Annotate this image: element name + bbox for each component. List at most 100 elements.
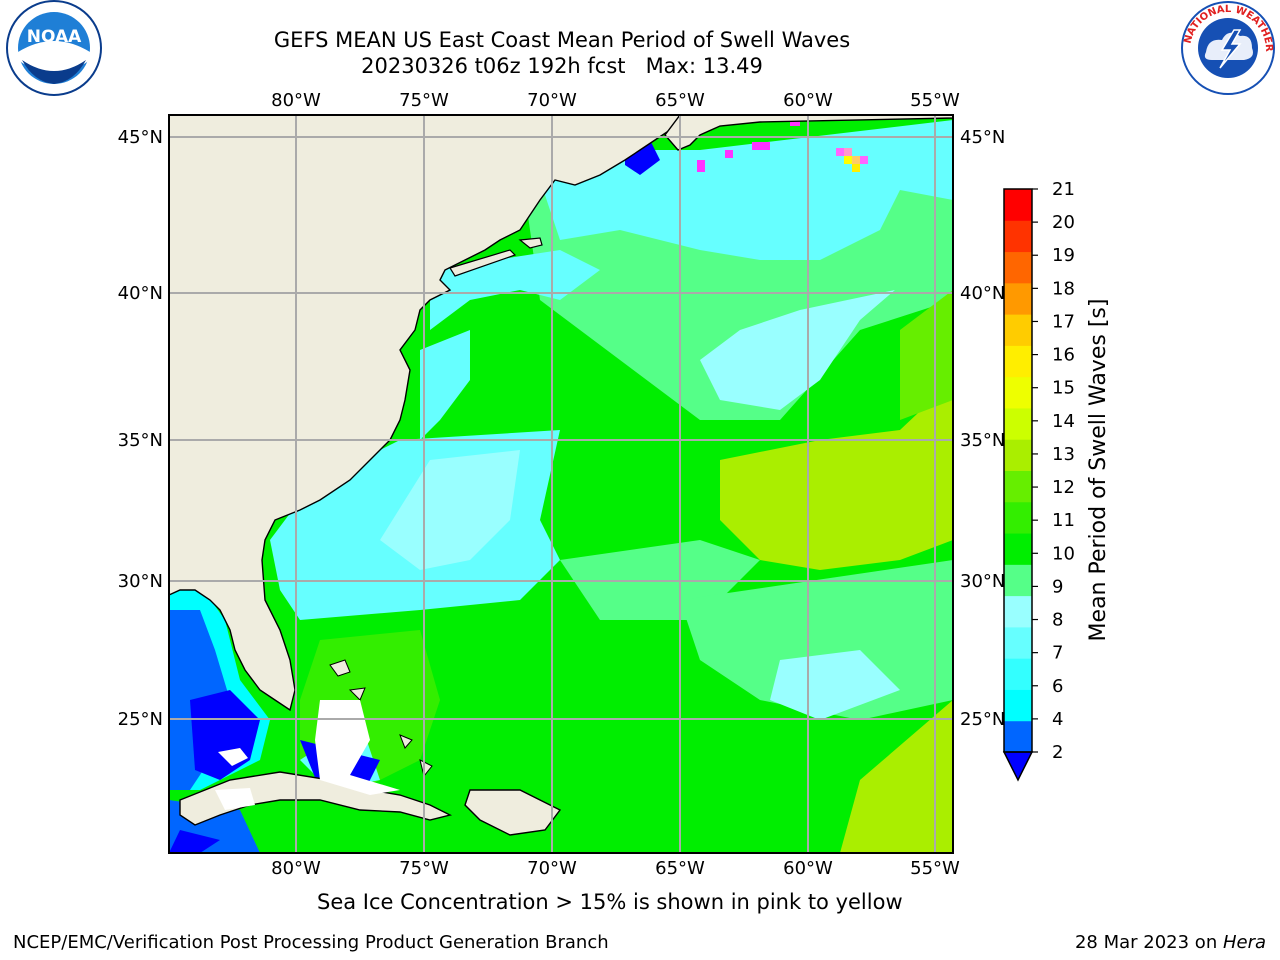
lat-label: 40°N: [960, 283, 1005, 304]
chart-subtitle: 20230326 t06z 192h fcst Max: 13.49: [0, 53, 1124, 79]
map-field: [169, 115, 953, 853]
land-long-island: [449, 249, 517, 277]
footer-left: NCEP/EMC/Verification Post Processing Pr…: [13, 932, 609, 953]
colorbar-tick-label: 11: [1052, 510, 1075, 531]
region-missing-data: [218, 748, 248, 766]
ice-pixel: [852, 156, 860, 164]
lat-label: 45°N: [118, 127, 163, 148]
lon-label: 55°W: [910, 90, 960, 111]
lon-label: 65°W: [655, 90, 705, 111]
lon-label: 80°W: [271, 858, 321, 879]
lon-label: 75°W: [399, 90, 449, 111]
colorbar-tick-label: 2: [1052, 742, 1063, 763]
lat-labels-right: 45°N 40°N 35°N 30°N 25°N: [960, 127, 1005, 730]
colorbar-tick-label: 8: [1052, 610, 1063, 631]
lon-label: 55°W: [910, 858, 960, 879]
colorbar-segment: [1004, 439, 1032, 471]
colorbar-tick-label: 10: [1052, 543, 1075, 564]
colorbar-segment: [1004, 501, 1032, 534]
region-11-12-east: [900, 290, 953, 420]
region-offshore-light: [700, 290, 895, 410]
land-bahamas-island: [329, 659, 351, 677]
region-12-13-south: [840, 700, 953, 853]
colorbar-segment: [1004, 407, 1032, 440]
max-value: Max: 13.49: [645, 54, 763, 78]
colorbar-segment: [1004, 720, 1032, 753]
colorbar-segment: [1004, 376, 1032, 409]
lon-label: 70°W: [527, 90, 577, 111]
land-nova-scotia: [664, 115, 953, 151]
region-caribbean-deep: [169, 830, 220, 853]
colorbar-segment: [1004, 626, 1032, 659]
lon-label: 70°W: [527, 858, 577, 879]
lat-label: 30°N: [960, 571, 1005, 592]
footer-right: 28 Mar 2023 on Hera: [1075, 932, 1266, 953]
colorbar-segment: [1004, 189, 1032, 221]
colorbar-segment: [1004, 470, 1032, 503]
lat-label: 30°N: [118, 571, 163, 592]
colorbar-tick-label: 20: [1052, 212, 1075, 233]
colorbar-segment: [1004, 220, 1032, 253]
colorbar-segment: [1004, 533, 1032, 565]
lat-labels-left: 45°N 40°N 35°N 30°N 25°N: [118, 127, 163, 730]
land-hispaniola: [464, 789, 562, 836]
region-12-13: [720, 380, 953, 570]
lon-label: 80°W: [271, 90, 321, 111]
colorbar-tick-label: 4: [1052, 709, 1063, 730]
colorbar-segment: [1004, 282, 1032, 315]
sea-ice-note: Sea Ice Concentration > 15% is shown in …: [317, 890, 903, 914]
colorbar-segment: [1004, 345, 1032, 378]
map-frame: [168, 114, 954, 854]
colorbar-segment: [1004, 595, 1032, 628]
lon-labels-bottom: 80°W 75°W 70°W 65°W 60°W 55°W: [271, 858, 960, 879]
colorbar-tick-label: 6: [1052, 676, 1063, 697]
ice-pixel: [836, 148, 844, 156]
lon-label: 65°W: [655, 858, 705, 879]
colorbar-tick-label: 21: [1052, 179, 1075, 200]
colorbar-tick-label: 19: [1052, 245, 1075, 266]
footer-date: 28 Mar 2023 on: [1074, 932, 1223, 953]
lon-label: 75°W: [399, 858, 449, 879]
colorbar-tick-label: 13: [1052, 444, 1075, 465]
colorbar-tick-label: 18: [1052, 278, 1075, 299]
lon-label: 60°W: [783, 858, 833, 879]
ice-pixel: [860, 156, 868, 164]
colorbar-segment: [1004, 564, 1032, 597]
region-missing-data: [215, 788, 255, 810]
colorbar-tick-label: 16: [1052, 345, 1075, 366]
colorbar-tick-label: 12: [1052, 477, 1075, 498]
colorbar-under-arrow: [1002, 751, 1034, 782]
ice-pixel: [725, 150, 733, 158]
colorbar-tick-label: 7: [1052, 643, 1063, 664]
colorbar-segment: [1004, 658, 1032, 690]
colorbar-tick-label: 9: [1052, 576, 1063, 597]
graticule: [169, 115, 953, 853]
colorbar-tick-label: 14: [1052, 411, 1075, 432]
colorbar-segment: [1004, 314, 1032, 346]
ice-pixel: [697, 160, 705, 172]
lat-label: 35°N: [960, 430, 1005, 451]
region-missing-data: [315, 700, 400, 795]
colorbar: 2 4 6 7 8 9 10 11 12 13 14 15 16 17 18 19 20 21: [1002, 179, 1075, 782]
region-midatlantic: [420, 330, 470, 440]
land-cape-cod: [518, 237, 543, 249]
colorbar-label: Mean Period of Swell Waves [s]: [1086, 299, 1111, 642]
region-8-9-east: [770, 650, 900, 720]
noaa-logo: NOAA: [4, 0, 104, 104]
lon-labels-top: 80°W 75°W 70°W 65°W 60°W 55°W: [271, 90, 960, 111]
run-info: 20230326 t06z 192h fcst: [361, 54, 626, 78]
colorbar-frame: [1003, 188, 1033, 753]
lat-label: 40°N: [118, 283, 163, 304]
ice-pixel: [790, 118, 800, 126]
lon-label: 60°W: [783, 90, 833, 111]
ice-pixel: [844, 156, 852, 164]
colorbar-tick-label: 15: [1052, 378, 1075, 399]
ice-pixel: [844, 148, 852, 156]
colorbar-segment: [1004, 689, 1032, 722]
region-southeast-light: [380, 450, 520, 570]
land-bahamas-island: [399, 734, 413, 749]
lat-label: 35°N: [118, 430, 163, 451]
land-bahamas-island: [348, 687, 366, 701]
footer-machine: Hera: [1222, 932, 1266, 953]
